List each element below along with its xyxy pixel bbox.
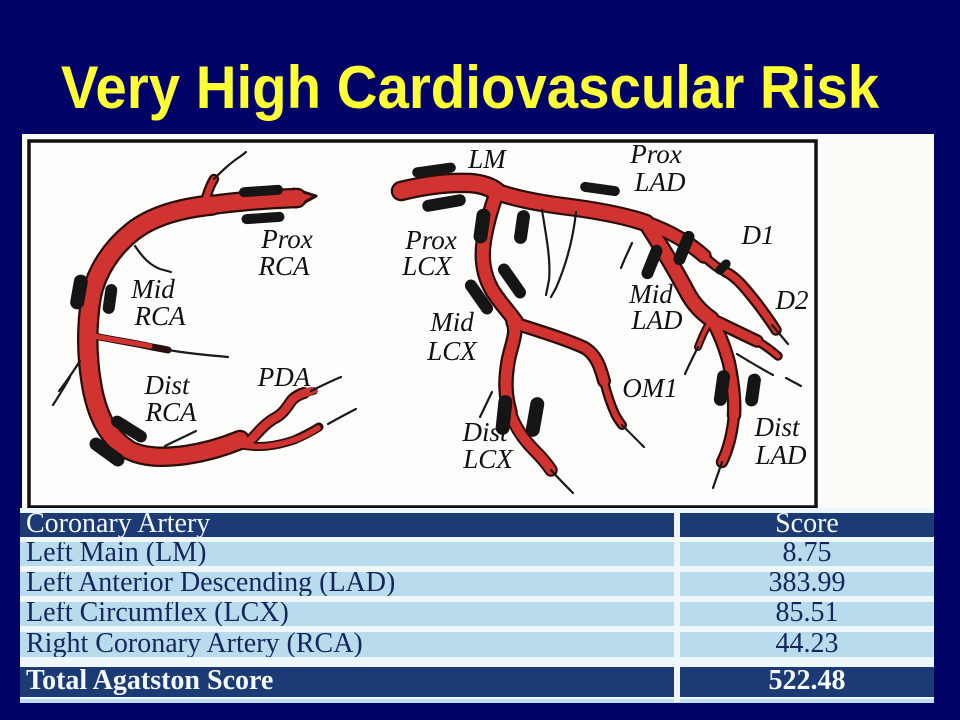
svg-text:LAD: LAD bbox=[633, 167, 686, 197]
svg-text:LCX: LCX bbox=[426, 336, 478, 366]
svg-text:Mid: Mid bbox=[628, 279, 673, 309]
svg-text:LAD: LAD bbox=[630, 305, 683, 335]
svg-text:RCA: RCA bbox=[145, 397, 198, 427]
svg-text:OM1: OM1 bbox=[622, 373, 678, 403]
svg-text:RCA: RCA bbox=[134, 301, 187, 331]
svg-text:LM: LM bbox=[467, 144, 507, 174]
svg-text:Dist: Dist bbox=[753, 412, 801, 442]
svg-text:PDA: PDA bbox=[257, 362, 311, 392]
svg-text:LCX: LCX bbox=[401, 251, 453, 281]
svg-text:RCA: RCA bbox=[258, 251, 311, 281]
svg-text:Prox: Prox bbox=[629, 139, 681, 169]
svg-text:Prox: Prox bbox=[404, 225, 456, 255]
svg-text:D1: D1 bbox=[741, 220, 775, 250]
svg-text:Dist: Dist bbox=[143, 370, 191, 400]
svg-text:Dist: Dist bbox=[461, 417, 509, 447]
svg-text:Prox: Prox bbox=[260, 224, 312, 254]
svg-text:D2: D2 bbox=[775, 285, 809, 315]
svg-text:Mid: Mid bbox=[130, 274, 175, 304]
svg-text:LAD: LAD bbox=[754, 440, 807, 470]
svg-text:LCX: LCX bbox=[462, 444, 514, 474]
svg-text:Mid: Mid bbox=[429, 307, 474, 337]
